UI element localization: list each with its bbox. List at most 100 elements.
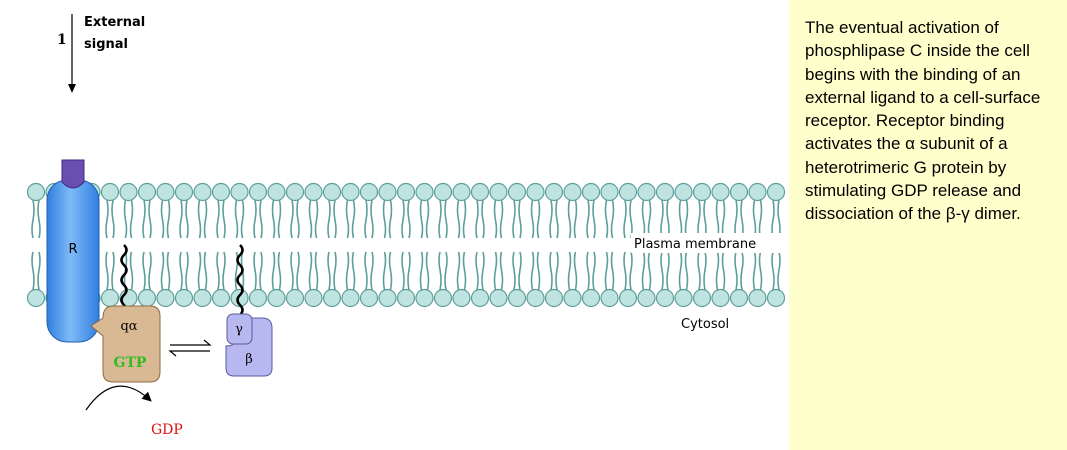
lipid-tail [777,199,781,239]
lipid-head [193,182,212,202]
lipid-tail [586,199,590,239]
lipid-tail [290,251,294,291]
external-signal-label-line1: External [84,15,145,30]
receptor-label: R [68,242,77,257]
receptor-body [46,179,100,343]
lipid-tail [462,199,467,239]
lipid-tail [530,251,535,291]
lipid-head [655,288,675,308]
lipid-head [285,182,305,202]
lipid-tail [734,251,738,291]
lipid-tail [407,251,411,291]
lipid-head [729,182,749,202]
gamma-subunit [226,313,253,345]
lipid-tail [623,199,627,239]
lipid-tail [197,251,202,291]
lipid-tail [512,199,516,239]
lipid-head [544,182,564,202]
lipid-tail [530,199,535,239]
lipid-tail [160,251,165,291]
lipid-head [341,288,360,308]
lipid-tail [222,251,226,291]
lipid-tail [296,199,300,239]
lipid-tail [573,199,578,239]
lipid-head [304,288,323,308]
lipid-tail [345,199,350,239]
lipid-head [359,182,379,202]
lipid-tail [697,199,701,239]
lipid-head [341,182,360,202]
lipid-tail [444,251,448,291]
lipid-tail [327,199,331,239]
lipid-tail [259,199,263,239]
lipid-tail [567,199,572,239]
lipid-tail [666,199,670,239]
lipid-tail [308,199,313,239]
lipid-tail [105,199,109,239]
lipid-tail [567,251,572,291]
caption-panel: The eventual activation of phosphlipase … [789,0,1067,450]
lipid-head [452,182,471,202]
lipid-tail [660,199,664,239]
lipid-head [526,288,545,308]
lipid-tail [647,199,652,239]
lipid-head [637,182,656,202]
lipid-tail [271,199,276,239]
lipid-head [674,182,693,202]
lipid-head [396,288,416,308]
lipid-head [285,288,305,308]
gdp-release-arrow [85,385,152,411]
lipid-tail [752,199,757,239]
alpha-lipid-anchor [120,244,128,316]
lipid-tail [129,251,134,291]
lipid-tail [684,199,689,239]
lipid-head [211,288,231,308]
lipid-tail [419,251,424,291]
beta-label: β [245,352,253,367]
lipid-tail [401,199,405,239]
gamma-label: γ [235,322,243,337]
lipid-tail [37,251,41,291]
lipid-head [193,288,212,308]
lipid-tail [259,251,263,291]
lipid-tail [592,251,596,291]
lipid-tail [678,251,683,291]
lipid-tail [197,199,202,239]
lipid-tail [604,251,609,291]
lipid-tail [777,251,781,291]
lipid-tail [555,251,559,291]
lipid-tail [111,199,115,239]
lipid-tail [512,251,516,291]
lipid-tail [148,251,152,291]
lipid-tail [142,251,146,291]
lipid-tail [382,199,387,239]
lipid-head [156,288,175,308]
lipid-tail [277,199,282,239]
lipid-head [470,288,490,308]
g-alpha-body [90,305,161,383]
g-alpha-label: qα [120,319,137,334]
lipid-head [748,182,767,202]
lipid-tail [438,251,442,291]
lipid-tail [734,199,738,239]
lipid-tail [536,251,541,291]
lipid-head [581,288,601,308]
lipid-head [600,288,619,308]
lipid-head [507,288,527,308]
lipid-head [100,182,120,202]
lipid-tail [623,251,627,291]
lipid-tail [592,199,596,239]
lipid-tail [549,199,553,239]
lipid-tail [740,199,744,239]
lipid-tail [382,251,387,291]
lipid-tail [758,199,763,239]
equilibrium-arrows [168,339,212,357]
lipid-tail [185,199,189,239]
lipid-tail [308,251,313,291]
lipid-tail [253,251,257,291]
lipid-tail [407,199,411,239]
lipid-tail [740,251,744,291]
lipid-tail [425,251,430,291]
lipid-tail [370,199,374,239]
lipid-tail [37,199,41,239]
